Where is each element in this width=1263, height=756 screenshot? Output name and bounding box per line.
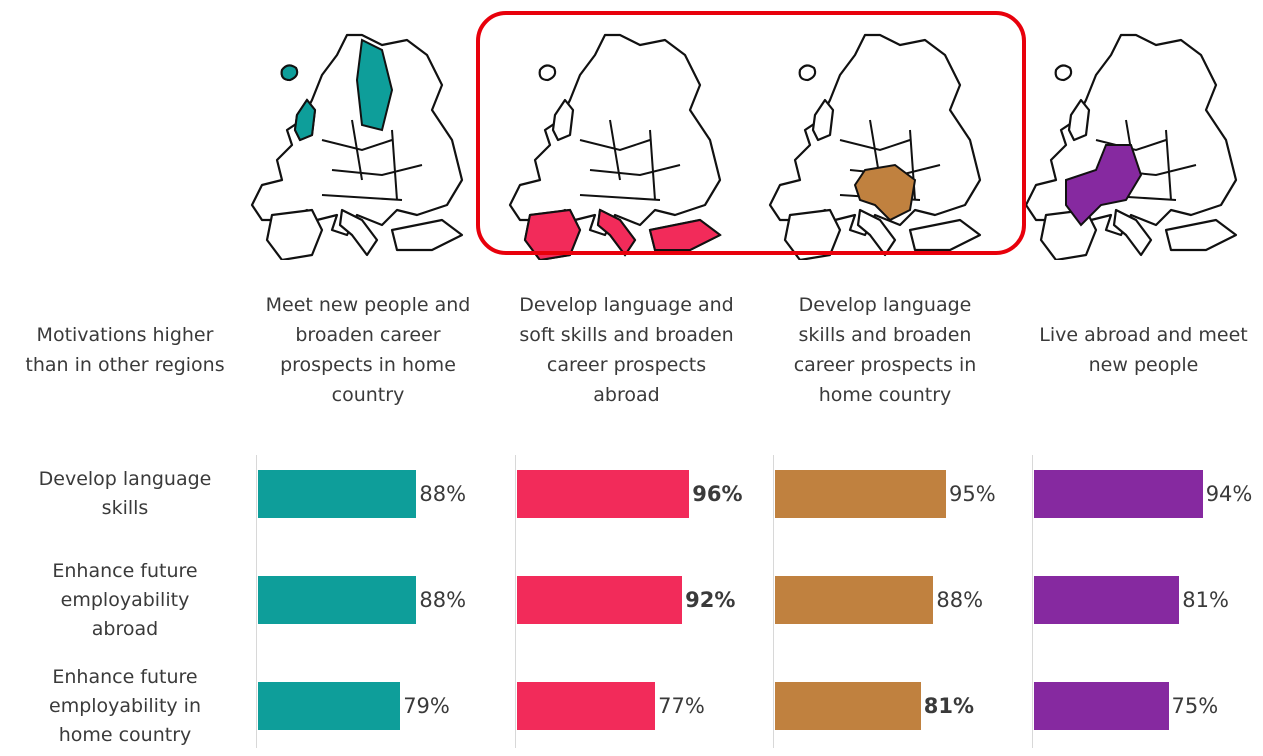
- bar: [258, 576, 417, 624]
- value-label: 95%: [949, 482, 996, 506]
- bar: [775, 576, 934, 624]
- value-label: 96%: [692, 482, 743, 506]
- value-label: 81%: [923, 694, 975, 718]
- bar: [775, 470, 946, 518]
- value-label: 94%: [1205, 482, 1253, 506]
- value-label: 92%: [685, 588, 736, 612]
- row-label: Develop language skills: [38, 468, 212, 519]
- bar: [516, 682, 656, 730]
- series-label: Develop language and soft skills and bro…: [519, 294, 734, 406]
- highlight-box: [476, 11, 1026, 255]
- series-label: Meet new people and broaden career prosp…: [265, 294, 471, 406]
- value-label: 88%: [419, 482, 467, 506]
- bar: [1033, 470, 1203, 518]
- value-label: 81%: [1182, 588, 1229, 612]
- bar: [258, 682, 401, 730]
- maps: [250, 11, 1238, 260]
- value-label: 77%: [658, 694, 705, 718]
- bar: [775, 682, 921, 730]
- bar: [1033, 576, 1180, 624]
- value-label: 88%: [936, 588, 984, 612]
- panel-separator: [1031, 455, 1033, 748]
- series-label: Develop language skills and broaden care…: [793, 294, 977, 406]
- row-label: Enhance future employability abroad: [52, 559, 198, 640]
- bar: [258, 470, 417, 518]
- bar: [516, 470, 690, 518]
- value-label: 88%: [419, 588, 467, 612]
- row-label: Enhance future employability in home cou…: [49, 665, 201, 746]
- panel-separator: [256, 455, 257, 748]
- series-label: Live abroad and meet new people: [1039, 324, 1248, 376]
- row-header: Motivations higher than in other regions: [25, 324, 225, 376]
- bar: [516, 576, 683, 624]
- bar: [1033, 682, 1169, 730]
- value-label: 79%: [403, 694, 450, 718]
- panel-separator: [773, 455, 774, 748]
- panel-separator: [514, 455, 516, 748]
- value-label: 75%: [1171, 694, 1219, 718]
